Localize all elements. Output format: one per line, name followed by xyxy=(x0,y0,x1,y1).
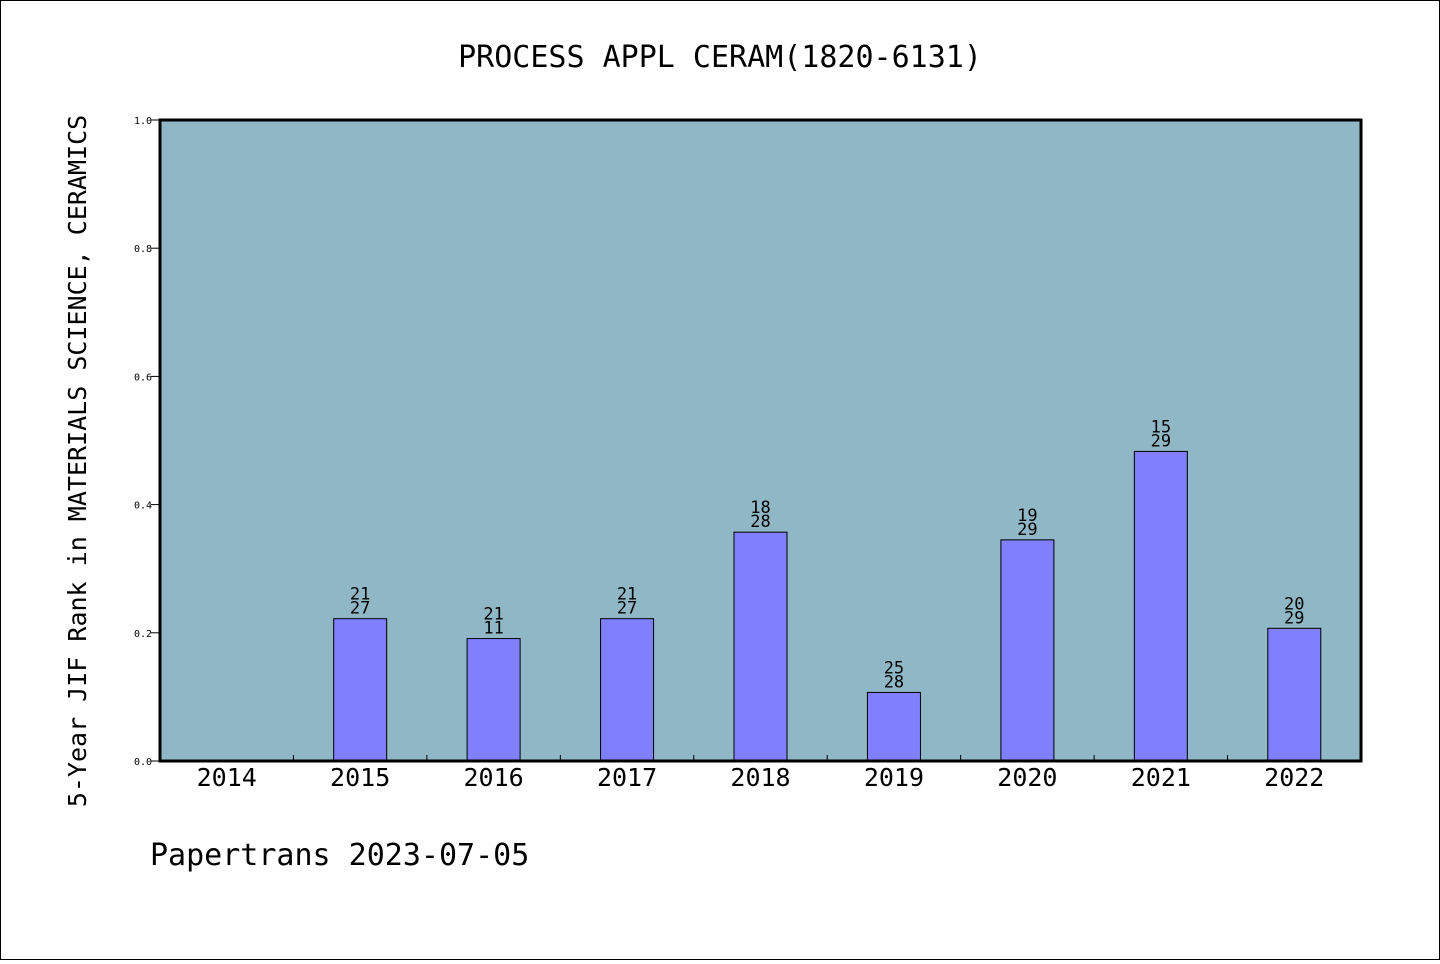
bar xyxy=(333,618,388,762)
y-axis-label: 5-Year JIF Rank in MATERIALS SCIENCE, CE… xyxy=(63,115,92,807)
bar-label-rank: 25 xyxy=(884,658,904,678)
bar-label-total: 29 xyxy=(1151,431,1171,451)
bar-label-rank: 21 xyxy=(350,585,370,605)
bar xyxy=(466,638,521,762)
bar xyxy=(733,531,788,762)
bar-label-rank: 20 xyxy=(1284,594,1304,614)
bar-label-rank: 15 xyxy=(1151,417,1171,437)
x-tick-label: 2018 xyxy=(730,763,790,792)
footer-credit: Papertrans 2023-07-05 xyxy=(150,838,529,873)
bar-label-total: 29 xyxy=(1284,608,1304,628)
bar-label-total: 28 xyxy=(750,512,770,532)
bar-label-rank: 19 xyxy=(1017,506,1037,526)
y-tick-label: 0.6 xyxy=(134,372,152,383)
bar xyxy=(1133,450,1188,762)
y-tick-label: 0.0 xyxy=(134,757,152,768)
bar-label-total: 27 xyxy=(350,599,370,619)
bar-label-total: 28 xyxy=(884,672,904,692)
bar xyxy=(866,691,921,762)
x-tick-label: 2021 xyxy=(1131,763,1191,792)
bar xyxy=(600,618,655,762)
y-axis: 0.0 0.2 0.4 0.6 0.8 1.0 xyxy=(134,116,160,768)
bar-label-rank: 21 xyxy=(483,605,503,625)
bar-label-rank: 21 xyxy=(617,585,637,605)
x-tick-label: 2017 xyxy=(597,763,657,792)
bar xyxy=(1000,539,1055,762)
y-tick-label: 0.4 xyxy=(134,501,152,512)
plot-border xyxy=(158,118,1363,763)
x-tick-label: 2014 xyxy=(197,763,257,792)
bar-label-total: 27 xyxy=(617,599,637,619)
y-tick-label: 0.2 xyxy=(134,629,152,640)
bar-label-total: 29 xyxy=(1017,520,1037,540)
x-tick-label: 2022 xyxy=(1264,763,1324,792)
bar-label-total: 11 xyxy=(483,619,503,639)
x-tick-label: 2016 xyxy=(464,763,524,792)
y-tick-label: 1.0 xyxy=(134,116,152,127)
chart-title: PROCESS APPL CERAM(1820-6131) xyxy=(458,40,982,75)
y-tick-label: 0.8 xyxy=(134,244,152,255)
x-axis: 2014 2015 2016 2017 2018 2019 2020 2021 2022 xyxy=(197,755,1324,792)
bar-label-rank: 18 xyxy=(750,498,770,518)
x-tick-label: 2015 xyxy=(330,763,390,792)
x-tick-label: 2020 xyxy=(997,763,1057,792)
x-tick-label: 2019 xyxy=(864,763,924,792)
bar xyxy=(1267,627,1322,762)
